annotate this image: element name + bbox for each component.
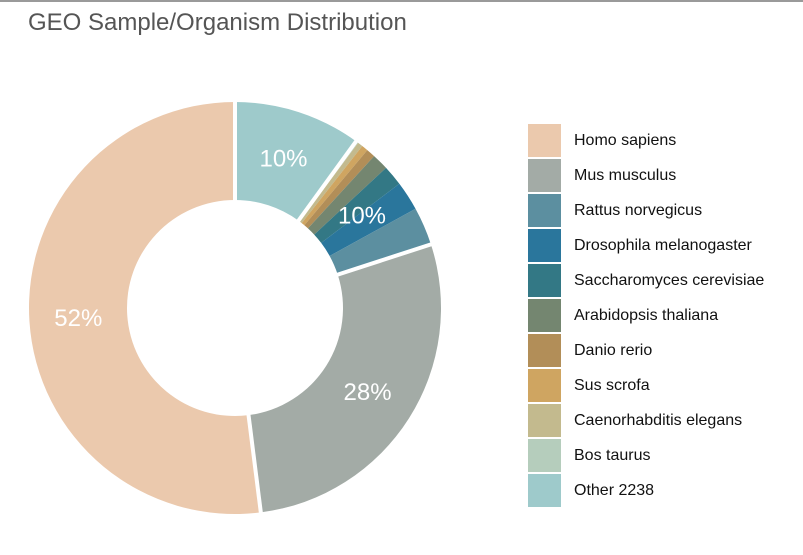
slice-rattus-norvegicus[interactable] bbox=[329, 208, 431, 275]
legend-label: Saccharomyces cerevisiae bbox=[574, 271, 765, 289]
slice-other-2238[interactable] bbox=[235, 102, 357, 221]
legend: Homo sapiens Mus musculus Rattus norvegicu… bbox=[528, 123, 764, 508]
data-label: 52% bbox=[54, 305, 102, 332]
legend-item[interactable]: Drosophila melanogaster bbox=[528, 228, 764, 263]
slice-danio-rerio[interactable] bbox=[304, 150, 375, 229]
slice-gap bbox=[246, 412, 264, 515]
legend-swatch bbox=[528, 334, 561, 367]
slice-gap bbox=[335, 241, 434, 278]
legend-item[interactable]: Danio rerio bbox=[528, 333, 764, 368]
legend-swatch bbox=[528, 369, 561, 402]
slice-gap bbox=[295, 138, 359, 224]
slice-drosophila-melanogaster[interactable] bbox=[321, 183, 416, 256]
legend-swatch bbox=[528, 299, 561, 332]
slice-arabidopsis-thaliana[interactable] bbox=[307, 156, 387, 235]
legend-item[interactable]: Mus musculus bbox=[528, 158, 764, 193]
data-label: 28% bbox=[344, 379, 392, 406]
slice-caenorhabditis-elegans[interactable] bbox=[299, 142, 363, 224]
legend-swatch bbox=[528, 439, 561, 472]
legend-label: Homo sapiens bbox=[574, 131, 677, 149]
legend-swatch bbox=[528, 404, 561, 437]
legend-item[interactable]: Caenorhabditis elegans bbox=[528, 403, 764, 438]
legend-label: Drosophila melanogaster bbox=[574, 236, 752, 254]
slice-homo-sapiens[interactable] bbox=[29, 101, 261, 515]
slice-mus-musculus[interactable] bbox=[248, 244, 441, 513]
data-label: 10% bbox=[338, 203, 386, 230]
legend-swatch bbox=[528, 264, 561, 297]
legend-item[interactable]: Arabidopsis thaliana bbox=[528, 298, 764, 333]
legend-label: Arabidopsis thaliana bbox=[574, 306, 719, 324]
legend-item[interactable]: Homo sapiens bbox=[528, 123, 764, 158]
slice-sus-scrofa[interactable] bbox=[301, 146, 368, 226]
data-label: 10% bbox=[259, 146, 307, 173]
top-border bbox=[0, 0, 803, 2]
legend-label: Other 2238 bbox=[574, 481, 655, 499]
legend-item[interactable]: Other 2238 bbox=[528, 473, 764, 508]
legend-label: Danio rerio bbox=[574, 341, 653, 359]
legend-label: Bos taurus bbox=[574, 446, 651, 464]
legend-swatch bbox=[528, 474, 561, 507]
legend-item[interactable]: Rattus norvegicus bbox=[528, 193, 764, 228]
chart-title: GEO Sample/Organism Distribution bbox=[28, 9, 407, 36]
legend-label: Mus musculus bbox=[574, 166, 677, 184]
slice-saccharomyces-cerevisiae[interactable] bbox=[314, 167, 400, 243]
legend-item[interactable]: Saccharomyces cerevisiae bbox=[528, 263, 764, 298]
legend-item[interactable]: Bos taurus bbox=[528, 438, 764, 473]
legend-label: Caenorhabditis elegans bbox=[574, 411, 743, 429]
legend-swatch bbox=[528, 159, 561, 192]
legend-swatch bbox=[528, 194, 561, 227]
legend-label: Sus scrofa bbox=[574, 376, 650, 394]
legend-swatch bbox=[528, 124, 561, 157]
legend-label: Rattus norvegicus bbox=[574, 201, 703, 219]
legend-swatch bbox=[528, 229, 561, 262]
legend-item[interactable]: Sus scrofa bbox=[528, 368, 764, 403]
